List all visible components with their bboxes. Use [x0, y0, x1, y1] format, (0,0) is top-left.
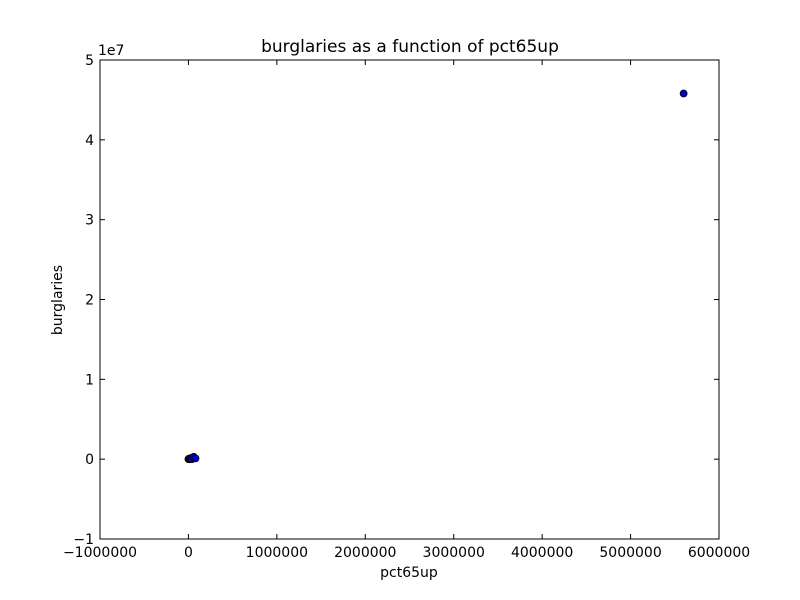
x-tick-label: 5000000: [599, 545, 661, 561]
x-tick-label: 6000000: [688, 545, 750, 561]
y-tick-label: 2: [85, 293, 94, 309]
y-tick-label: 0: [85, 452, 94, 468]
y-tick-label: 1: [85, 372, 94, 388]
x-axis-label: pct65up: [380, 565, 438, 581]
chart-title: burglaries as a function of pct65up: [261, 37, 559, 57]
y-offset-label: 1e7: [98, 43, 124, 59]
y-axis-label: burglaries: [50, 265, 66, 335]
y-tick-label: 3: [85, 213, 94, 229]
x-tick-label: 2000000: [334, 545, 396, 561]
x-tick-label: −1000000: [63, 545, 137, 561]
x-tick-label: 3000000: [423, 545, 485, 561]
x-tick-label: 0: [184, 545, 193, 561]
y-tick-label: 5: [85, 53, 94, 69]
data-point: [679, 89, 688, 98]
y-tick-label: 4: [85, 133, 94, 149]
data-point: [191, 454, 200, 463]
plot-frame: [99, 59, 720, 540]
x-tick-label: 1000000: [246, 545, 308, 561]
x-tick-label: 4000000: [511, 545, 573, 561]
y-tick-label: −1: [73, 532, 94, 548]
